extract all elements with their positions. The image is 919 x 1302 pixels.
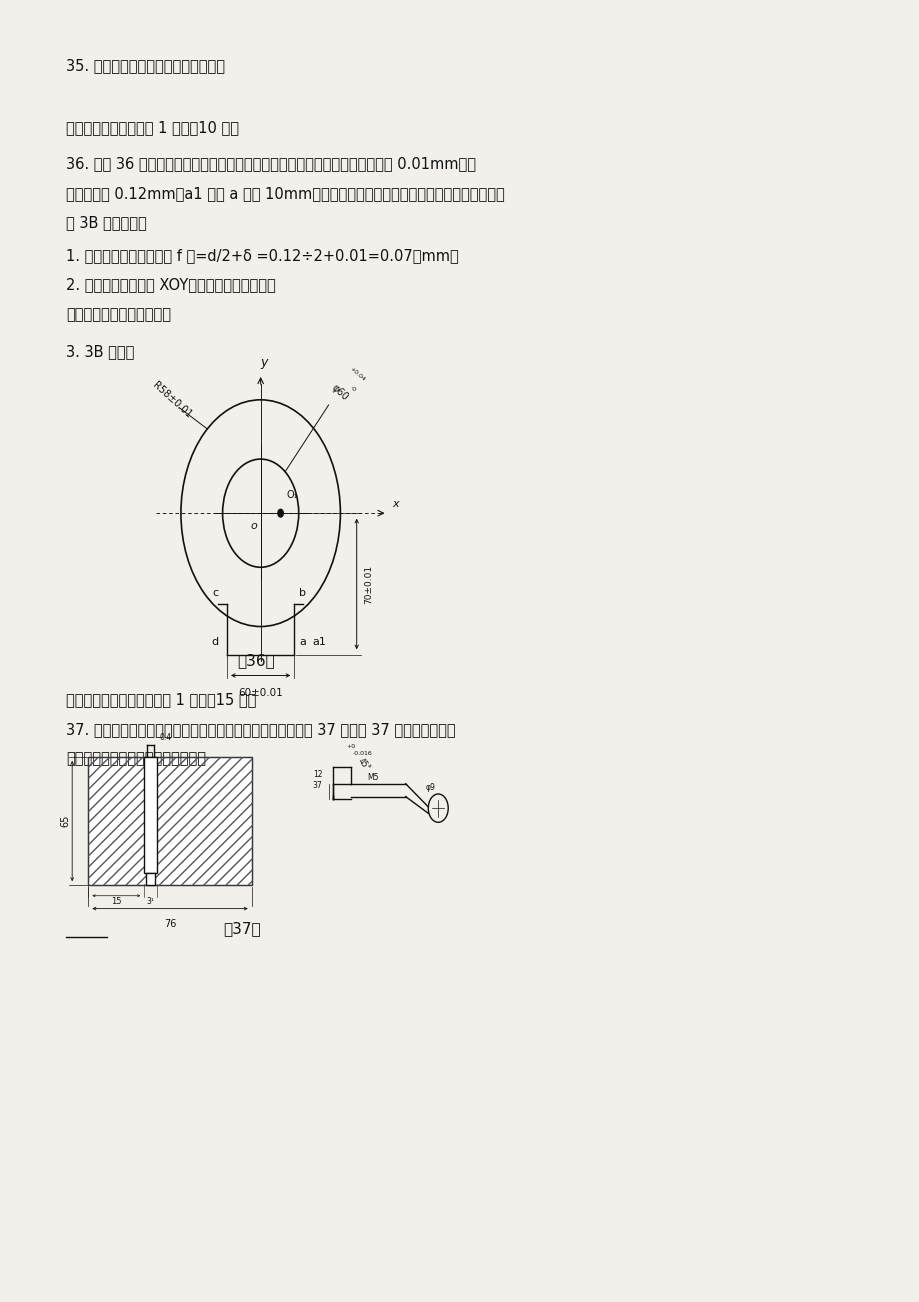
Text: 0.4: 0.4 bbox=[159, 733, 172, 742]
Text: 2. 建立总坐标系如图 XOY，得到各交点坐标值：: 2. 建立总坐标系如图 XOY，得到各交点坐标值： bbox=[66, 277, 276, 293]
Text: 七、综合应用题（本大题共 1 小题，15 分）: 七、综合应用题（本大题共 1 小题，15 分） bbox=[66, 693, 255, 707]
Text: 37. 模具制造工艺过程卡片是模具制造中的重要文件，依据题 37 图和题 37 表。结合所学的: 37. 模具制造工艺过程卡片是模具制造中的重要文件，依据题 37 图和题 37 … bbox=[66, 721, 455, 737]
Text: 题37图: 题37图 bbox=[223, 922, 261, 936]
Text: -0: -0 bbox=[348, 385, 356, 393]
Text: a1: a1 bbox=[312, 637, 326, 647]
Text: 的 3B 代码程序。: 的 3B 代码程序。 bbox=[66, 216, 146, 230]
Text: 65: 65 bbox=[61, 815, 71, 827]
Text: 45°: 45° bbox=[356, 756, 371, 773]
Text: c: c bbox=[212, 589, 218, 598]
Text: y: y bbox=[260, 355, 267, 368]
Circle shape bbox=[278, 509, 283, 517]
Text: 所有尺寸均按平均尺寸取。: 所有尺寸均按平均尺寸取。 bbox=[66, 307, 171, 322]
Text: 12: 12 bbox=[312, 771, 322, 779]
Bar bbox=[88, 756, 251, 885]
Text: b: b bbox=[299, 589, 305, 598]
Text: O₁: O₁ bbox=[287, 491, 298, 500]
Text: +0: +0 bbox=[346, 743, 356, 749]
Text: 60±0.01: 60±0.01 bbox=[238, 689, 283, 698]
Text: φ9: φ9 bbox=[425, 783, 436, 792]
Text: 35. 简述夹紧力方向确定的基本原则。: 35. 简述夹紧力方向确定的基本原则。 bbox=[66, 59, 224, 73]
Text: 15: 15 bbox=[111, 897, 121, 906]
Text: 1. 计算电极丝中心偏移量 f 凹=d/2+δ =0.12÷2+0.01=0.07（mm）: 1. 计算电极丝中心偏移量 f 凹=d/2+δ =0.12÷2+0.01=0.0… bbox=[66, 247, 458, 263]
Text: 70±0.01: 70±0.01 bbox=[364, 565, 372, 604]
Bar bbox=[144, 756, 156, 872]
Text: 极丝直径为 0.12mm。a1 点距 a 点为 10mm。请计算该凹模零件相关尺寸，并编写线切割加工: 极丝直径为 0.12mm。a1 点距 a 点为 10mm。请计算该凹模零件相关尺… bbox=[66, 186, 504, 201]
Text: φ60: φ60 bbox=[329, 381, 349, 402]
Text: x: x bbox=[391, 499, 398, 509]
Text: 37: 37 bbox=[312, 780, 322, 789]
Text: 3¹: 3¹ bbox=[146, 897, 154, 906]
Text: 3. 3B 程序单: 3. 3B 程序单 bbox=[66, 345, 134, 359]
Text: 36. 如题 36 图所示，凸凹模需采用数控电火花切割加工，已知火花放电间隙为 0.01mm，电: 36. 如题 36 图所示，凸凹模需采用数控电火花切割加工，已知火花放电间隙为 … bbox=[66, 156, 475, 172]
Text: a: a bbox=[299, 637, 305, 647]
Text: -0.016: -0.016 bbox=[353, 751, 372, 756]
Text: +0.04: +0.04 bbox=[348, 366, 366, 383]
Text: R58±0.01: R58±0.01 bbox=[151, 380, 193, 419]
Text: 题36图: 题36图 bbox=[237, 654, 275, 668]
Bar bbox=[146, 872, 154, 885]
Text: 知识，完成冲压凹模工艺过程卡片。: 知识，完成冲压凹模工艺过程卡片。 bbox=[66, 751, 206, 767]
Text: 六、计算题（本大题共 1 小题，10 分）: 六、计算题（本大题共 1 小题，10 分） bbox=[66, 120, 239, 135]
Text: d: d bbox=[211, 637, 219, 647]
Text: o: o bbox=[250, 521, 256, 531]
Text: 76: 76 bbox=[164, 919, 176, 928]
Text: M5: M5 bbox=[367, 773, 379, 781]
Bar bbox=[88, 756, 251, 885]
